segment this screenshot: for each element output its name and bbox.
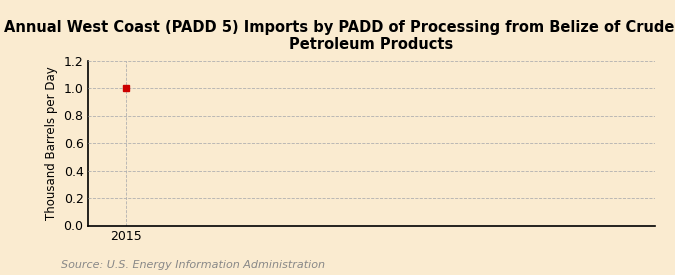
Text: Source: U.S. Energy Information Administration: Source: U.S. Energy Information Administ… — [61, 260, 325, 270]
Title: Annual West Coast (PADD 5) Imports by PADD of Processing from Belize of Crude Oi: Annual West Coast (PADD 5) Imports by PA… — [4, 20, 675, 53]
Y-axis label: Thousand Barrels per Day: Thousand Barrels per Day — [45, 66, 58, 220]
